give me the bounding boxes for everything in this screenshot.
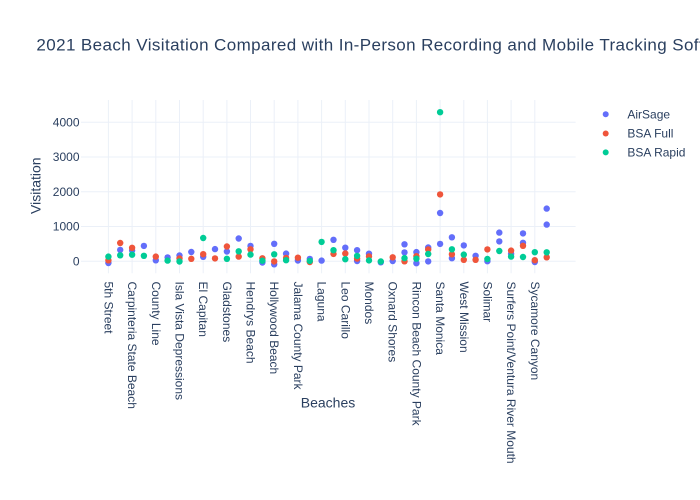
svg-text:1000: 1000 [53, 220, 80, 234]
svg-text:Carpinteria State Beach: Carpinteria State Beach [125, 282, 139, 409]
svg-text:Santa Monica: Santa Monica [433, 282, 447, 356]
svg-text:Sycamore Canyon: Sycamore Canyon [528, 282, 542, 381]
svg-text:Isla Vista Depressions: Isla Vista Depressions [173, 282, 187, 401]
svg-text:Rincon Beach County Park: Rincon Beach County Park [409, 282, 423, 427]
svg-text:El Capitan: El Capitan [196, 282, 210, 337]
svg-text:5th Street: 5th Street [101, 282, 115, 335]
svg-text:2000: 2000 [53, 185, 80, 199]
svg-text:Gladstones: Gladstones [220, 282, 234, 343]
svg-text:3000: 3000 [53, 150, 80, 164]
svg-text:Hendrys Beach: Hendrys Beach [244, 282, 258, 364]
svg-text:Jalama County Park: Jalama County Park [291, 282, 305, 391]
svg-text:Hollywood Beach: Hollywood Beach [267, 282, 281, 375]
svg-text:Mondos: Mondos [362, 282, 376, 325]
svg-text:BSA Full: BSA Full [627, 127, 673, 141]
svg-text:County Line: County Line [149, 282, 163, 346]
svg-text:West Mission: West Mission [457, 282, 471, 353]
svg-text:4000: 4000 [53, 116, 80, 130]
svg-text:Beaches: Beaches [301, 395, 355, 411]
svg-text:2021 Beach Visitation Compared: 2021 Beach Visitation Compared with In-P… [36, 36, 700, 55]
svg-text:AirSage: AirSage [627, 107, 670, 121]
svg-text:Solimar: Solimar [480, 282, 494, 323]
svg-text:Oxnard Shores: Oxnard Shores [386, 282, 400, 363]
svg-text:Visitation: Visitation [28, 157, 44, 214]
svg-text:Leo Carillo: Leo Carillo [338, 282, 352, 340]
svg-text:Laguna: Laguna [315, 282, 329, 322]
svg-text:0: 0 [73, 254, 80, 268]
svg-text:Surfers Point/Ventura River Mo: Surfers Point/Ventura River Mouth [504, 282, 518, 464]
svg-text:BSA Rapid: BSA Rapid [627, 146, 685, 160]
